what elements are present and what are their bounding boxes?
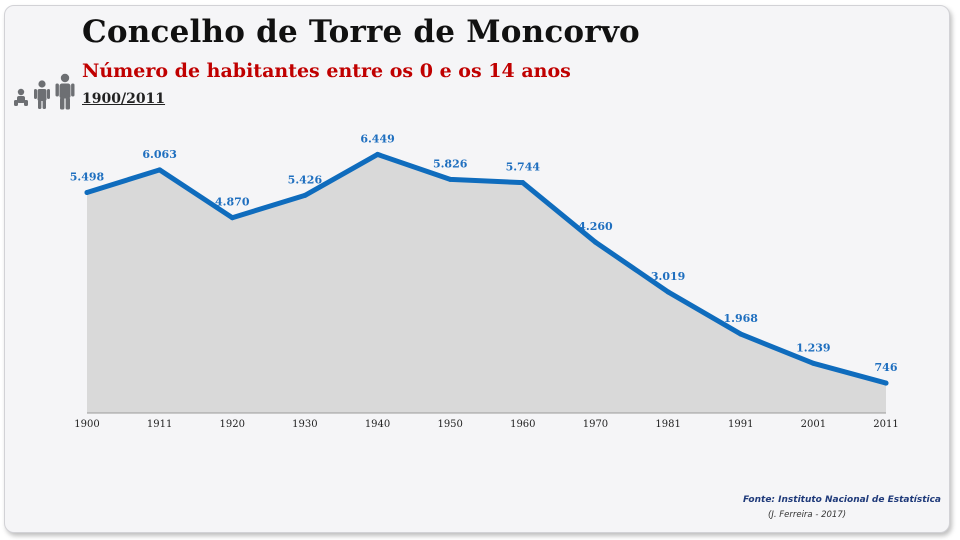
x-tick-1920: 1920 bbox=[220, 419, 245, 430]
data-point-2011 bbox=[883, 380, 889, 386]
data-point-1900 bbox=[84, 190, 90, 196]
data-point-1991 bbox=[738, 331, 744, 337]
baby-icon bbox=[14, 88, 28, 106]
data-point-1920 bbox=[229, 215, 235, 221]
area-fill bbox=[87, 154, 886, 414]
population-icons bbox=[14, 73, 75, 110]
data-label-1900: 5.498 bbox=[70, 171, 105, 184]
data-label-1981: 3.019 bbox=[651, 270, 685, 283]
data-label-2001: 1.239 bbox=[796, 341, 830, 354]
author-note: (J. Ferreira - 2017) bbox=[768, 510, 847, 520]
series-line bbox=[84, 151, 889, 386]
adult-icon bbox=[55, 73, 75, 110]
data-point-1981 bbox=[665, 289, 671, 295]
x-tick-1960: 1960 bbox=[510, 419, 535, 430]
data-point-1950 bbox=[447, 176, 453, 182]
x-tick-1950: 1950 bbox=[437, 419, 462, 430]
chart-period: 1900/2011 bbox=[82, 91, 166, 107]
x-tick-labels: 1900 1911 1920 1930 1940 1950 1960 1970 1981 1991… bbox=[74, 419, 898, 430]
chart-title: Concelho de Torre de Moncorvo bbox=[82, 14, 640, 50]
data-label-1950: 5.826 bbox=[433, 157, 468, 170]
x-tick-2011: 2011 bbox=[873, 419, 898, 430]
data-points bbox=[84, 151, 889, 386]
data-label-2011: 746 bbox=[875, 361, 898, 374]
data-point-1911 bbox=[157, 167, 163, 173]
data-label-1920: 4.870 bbox=[215, 196, 250, 209]
x-tick-2001: 2001 bbox=[801, 419, 826, 430]
data-label-1991: 1.968 bbox=[724, 312, 759, 325]
data-point-1960 bbox=[520, 180, 526, 186]
chart-subtitle: Número de habitantes entre os 0 e os 14 … bbox=[82, 60, 571, 82]
data-label-1970: 4.260 bbox=[578, 220, 613, 233]
data-label-1911: 6.063 bbox=[142, 148, 176, 161]
data-point-1970 bbox=[592, 239, 598, 245]
x-tick-1911: 1911 bbox=[147, 419, 172, 430]
data-label-1940: 6.449 bbox=[360, 132, 394, 145]
x-tick-1970: 1970 bbox=[583, 419, 608, 430]
child-icon bbox=[34, 80, 50, 109]
data-label-1930: 5.426 bbox=[288, 173, 323, 186]
data-point-2001 bbox=[810, 360, 816, 366]
x-tick-1940: 1940 bbox=[365, 419, 390, 430]
data-label-1960: 5.744 bbox=[506, 161, 541, 174]
x-tick-1981: 1981 bbox=[655, 419, 680, 430]
x-tick-1991: 1991 bbox=[728, 419, 753, 430]
data-point-1940 bbox=[375, 151, 381, 157]
x-tick-1900: 1900 bbox=[74, 419, 99, 430]
data-labels: 5.498 6.063 4.870 5.426 6.449 5.826 5.744 4.260… bbox=[70, 132, 898, 374]
data-point-1930 bbox=[302, 192, 308, 198]
source-note: Fonte: Instituto Nacional de Estatística bbox=[742, 495, 941, 505]
x-tick-1930: 1930 bbox=[292, 419, 317, 430]
